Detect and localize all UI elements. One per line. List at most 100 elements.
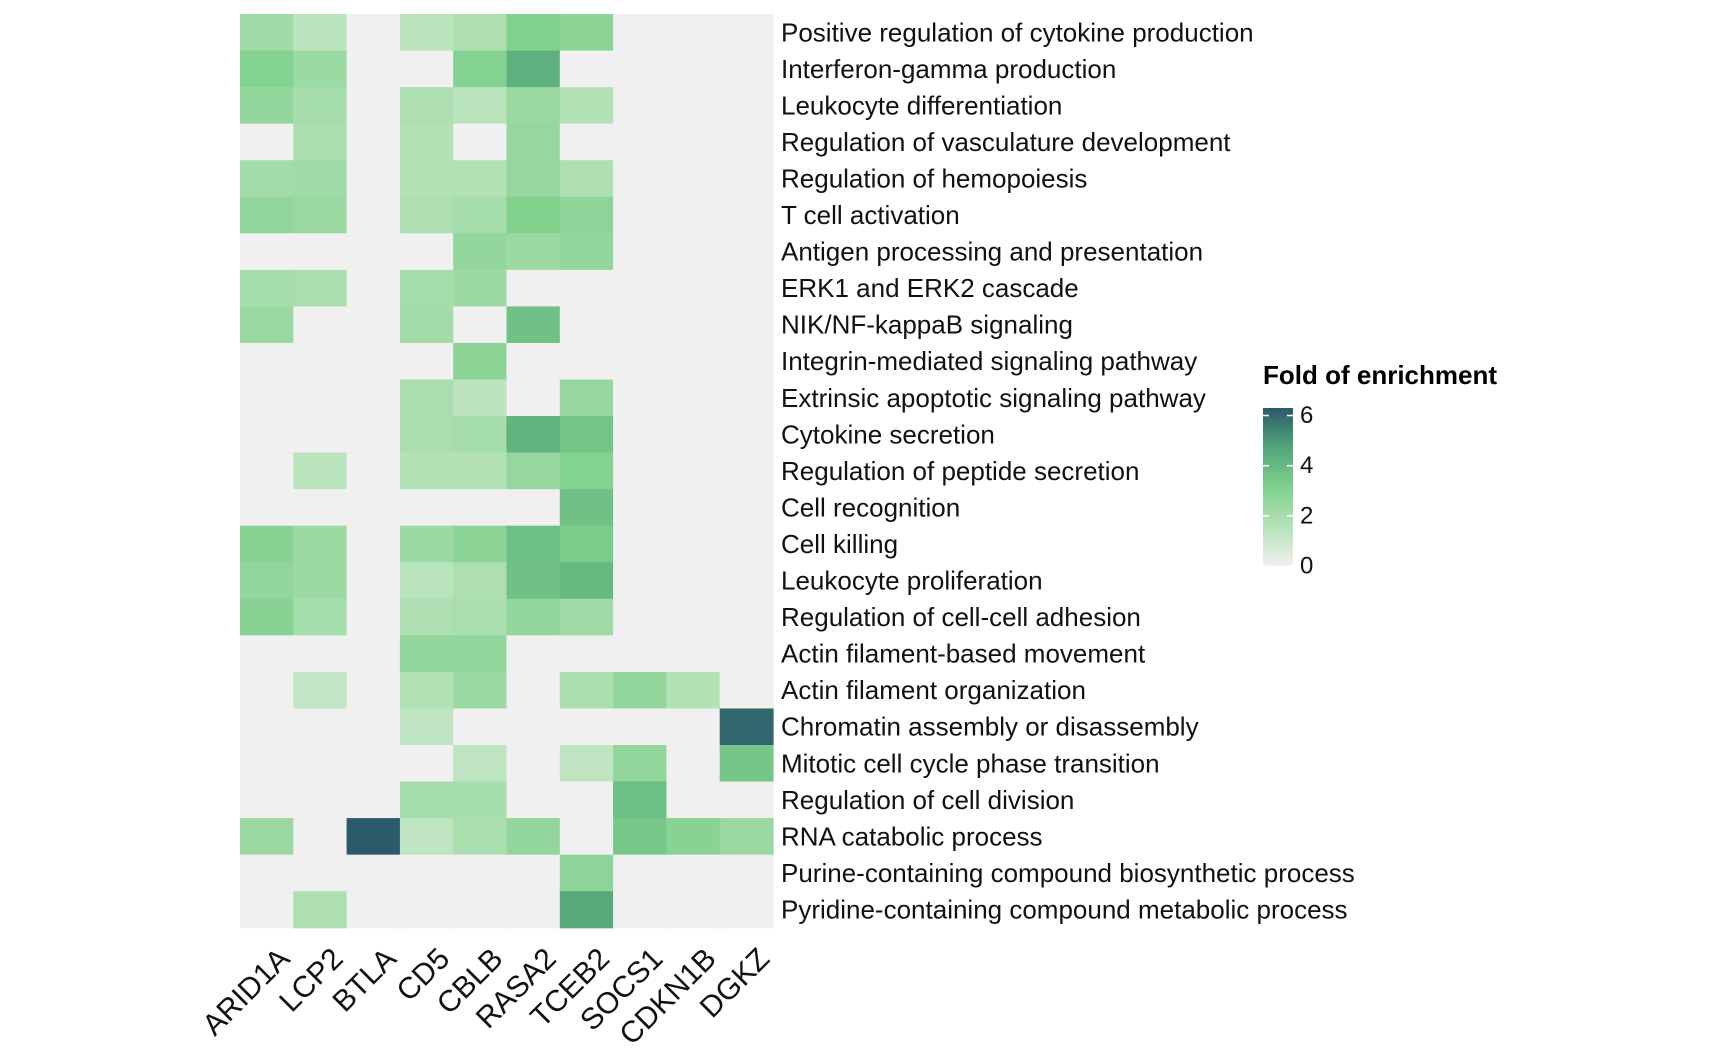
- row-label: Extrinsic apoptotic signaling pathway: [781, 383, 1206, 413]
- heatmap-cell: [613, 379, 667, 417]
- heatmap-cell: [293, 562, 348, 600]
- heatmap-cell: [666, 123, 721, 161]
- heatmap-cell: [666, 196, 721, 234]
- heatmap-cell: [293, 708, 348, 746]
- legend: Fold of enrichment 0 2 4 6: [1263, 360, 1497, 580]
- heatmap-cell: [453, 745, 508, 783]
- heatmap-cell: [719, 708, 774, 746]
- heatmap-cell: [666, 379, 721, 417]
- heatmap-cell: [399, 598, 454, 636]
- heatmap-cell: [613, 671, 667, 710]
- heatmap-cell: [453, 379, 508, 417]
- heatmap-cell: [346, 160, 401, 198]
- heatmap-cell: [346, 598, 401, 636]
- heatmap-cell: [666, 14, 721, 52]
- heatmap-cell: [719, 233, 774, 271]
- legend-ticks: 0 2 4 6: [1263, 402, 1313, 580]
- heatmap-cell: [346, 233, 401, 271]
- heatmap-cell: [666, 87, 721, 125]
- heatmap-cell: [453, 123, 508, 161]
- heatmap-cell: [240, 160, 294, 198]
- heatmap-cell: [346, 818, 401, 856]
- row-label: Chromatin assembly or disassembly: [781, 712, 1199, 742]
- heatmap-cell: [240, 745, 294, 783]
- heatmap-cell: [506, 379, 561, 417]
- row-label: Antigen processing and presentation: [781, 237, 1203, 267]
- heatmap-cell: [613, 123, 667, 161]
- heatmap-cell: [453, 87, 508, 125]
- heatmap-cell: [719, 854, 774, 892]
- heatmap-cell: [559, 233, 614, 271]
- legend-tick-label: 4: [1300, 452, 1313, 479]
- heatmap-cell: [399, 14, 454, 52]
- heatmap-cell: [240, 708, 294, 746]
- heatmap-cell: [346, 196, 401, 234]
- heatmap-cell: [453, 306, 508, 344]
- heatmap-cell: [399, 671, 454, 710]
- heatmap-cell: [506, 598, 561, 636]
- row-label: Cell killing: [781, 529, 898, 559]
- heatmap-cell: [293, 123, 348, 161]
- heatmap-cell: [719, 562, 774, 600]
- heatmap-cell: [719, 489, 774, 527]
- heatmap-cell: [399, 87, 454, 125]
- heatmap-cell: [613, 342, 667, 381]
- row-label: RNA catabolic process: [781, 821, 1043, 851]
- heatmap-cell: [346, 87, 401, 125]
- row-label: Regulation of vasculature development: [781, 127, 1231, 157]
- heatmap-cell: [453, 416, 508, 454]
- heatmap-cell: [719, 50, 774, 88]
- heatmap-cell: [559, 818, 614, 856]
- heatmap-cell: [453, 818, 508, 856]
- heatmap-cell: [506, 87, 561, 125]
- heatmap-cell: [293, 14, 348, 52]
- heatmap-cell: [293, 379, 348, 417]
- heatmap-cell: [399, 123, 454, 161]
- heatmap-cell: [506, 452, 561, 490]
- legend-tick-label: 2: [1300, 502, 1313, 529]
- heatmap-cell: [719, 269, 774, 307]
- heatmap-cell: [666, 160, 721, 198]
- heatmap-cell: [666, 233, 721, 271]
- heatmap-cell: [719, 306, 774, 344]
- heatmap-cell: [453, 598, 508, 636]
- heatmap-cell: [293, 342, 348, 381]
- heatmap-cell: [346, 50, 401, 88]
- heatmap-cell: [559, 598, 614, 636]
- heatmap-cell: [719, 598, 774, 636]
- heatmap-cell: [719, 160, 774, 198]
- heatmap-cell: [506, 14, 561, 52]
- heatmap-cell: [506, 342, 561, 381]
- heatmap-cell: [559, 14, 614, 52]
- heatmap-cell: [719, 14, 774, 52]
- heatmap-cell: [719, 525, 774, 563]
- heatmap-cell: [719, 123, 774, 161]
- heatmap-cell: [666, 891, 721, 929]
- heatmap-cell: [719, 379, 774, 417]
- heatmap-cell: [506, 123, 561, 161]
- heatmap-cell: [666, 525, 721, 563]
- heatmap-cell: [506, 745, 561, 783]
- row-label: Leukocyte proliferation: [781, 566, 1043, 596]
- heatmap-cell: [719, 891, 774, 929]
- heatmap-cell: [399, 891, 454, 929]
- heatmap-cell: [346, 342, 401, 381]
- heatmap-cell: [453, 14, 508, 52]
- heatmap-cell: [559, 489, 614, 527]
- heatmap-cell: [293, 745, 348, 783]
- heatmap-cell: [240, 781, 294, 819]
- heatmap-cell: [719, 452, 774, 490]
- heatmap-cell: [613, 489, 667, 527]
- heatmap-cell: [506, 671, 561, 710]
- heatmap-cell: [613, 306, 667, 344]
- heatmap-cell: [346, 14, 401, 52]
- heatmap-cell: [293, 50, 348, 88]
- heatmap-cell: [666, 452, 721, 490]
- row-label: Regulation of hemopoiesis: [781, 163, 1087, 193]
- heatmap-cell: [240, 452, 294, 490]
- heatmap-cell: [240, 416, 294, 454]
- heatmap-cell: [399, 562, 454, 600]
- row-label: Leukocyte differentiation: [781, 90, 1062, 120]
- heatmap-cell: [559, 50, 614, 88]
